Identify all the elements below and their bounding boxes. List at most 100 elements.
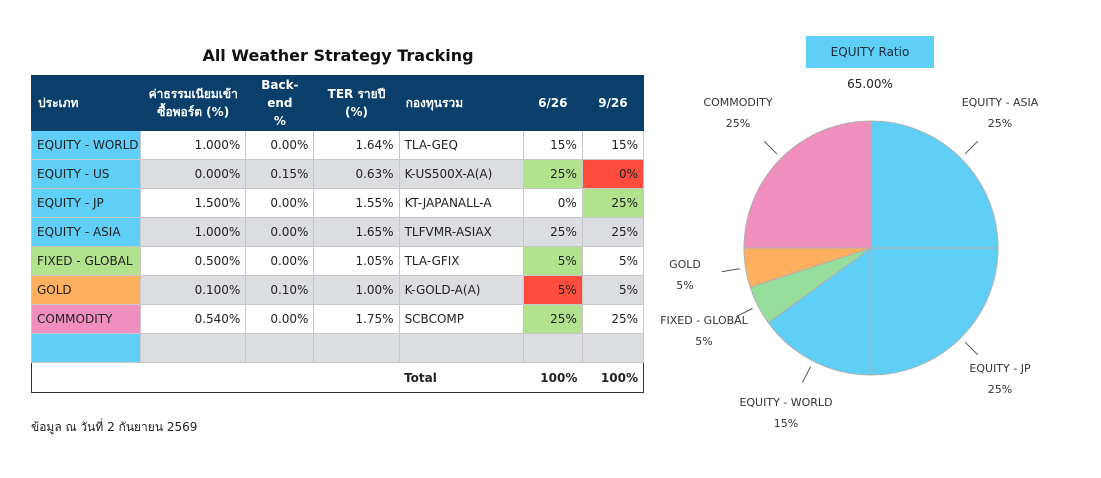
pie-slice-equity-jp: [870, 247, 999, 376]
allocation-626-cell: 25%: [522, 304, 583, 334]
header-category: ประเภท: [30, 75, 142, 131]
header-926: 9/26: [581, 75, 645, 131]
allocation-926-cell: [581, 333, 645, 363]
entry-fee-cell: 0.100%: [140, 275, 247, 305]
pie-leader-line: [802, 366, 812, 383]
equity-ratio-value: 65.00%: [847, 77, 893, 91]
pie-label-value: 15%: [774, 417, 798, 430]
category-cell: EQUITY - JP: [30, 188, 142, 218]
pie-label-value: 5%: [695, 335, 712, 348]
category-cell: EQUITY - ASIA: [30, 217, 142, 247]
empty-cell: [245, 362, 314, 393]
pie-label-name: GOLD: [669, 258, 701, 271]
pie-label-name: FIXED - GLOBAL: [660, 314, 748, 327]
entry-fee-cell: [140, 333, 247, 363]
category-cell: GOLD: [30, 275, 142, 305]
total-926: 100%: [582, 362, 644, 393]
entry-fee-cell: 0.540%: [140, 304, 247, 334]
pie-label-name: EQUITY - JP: [969, 362, 1031, 375]
table-row: EQUITY - ASIA 1.000% 0.00% 1.65% TLFVMR-ASIA…: [30, 217, 645, 247]
pie-label-value: 25%: [988, 117, 1012, 130]
table-row: GOLD 0.100% 0.10% 1.00% K-GOLD-A(A) 5% 5%: [30, 275, 645, 305]
category-cell: [30, 333, 142, 363]
allocation-626-cell: [522, 333, 583, 363]
backend-fee-cell: 0.00%: [245, 188, 315, 218]
allocation-926-cell: 25%: [581, 217, 645, 247]
fund-cell: SCBCOMP: [398, 304, 524, 334]
header-fund: กองทุนรวม: [398, 75, 524, 131]
fund-cell: [398, 333, 524, 363]
ter-cell: 1.00%: [313, 275, 400, 305]
entry-fee-cell: 0.500%: [140, 246, 247, 276]
allocation-pie-chart: EQUITY - ASIA 25% EQUITY - JP 25% EQUITY - W…: [660, 96, 1039, 430]
table-row: EQUITY - JP 1.500% 0.00% 1.55% KT-JAPANALL-A…: [30, 188, 645, 218]
pie-leader-line: [964, 140, 979, 155]
ter-cell: 1.65%: [313, 217, 400, 247]
allocation-626-cell: 25%: [522, 159, 583, 189]
backend-fee-cell: 0.15%: [245, 159, 315, 189]
total-label: Total: [399, 362, 524, 393]
allocation-926-cell: 0%: [581, 159, 645, 189]
ter-cell: 1.55%: [313, 188, 400, 218]
header-626: 6/26: [522, 75, 583, 131]
entry-fee-cell: 0.000%: [140, 159, 247, 189]
category-cell: EQUITY - WORLD: [30, 130, 142, 160]
fund-cell: TLFVMR-ASIAX: [398, 217, 524, 247]
pie-label-value: 5%: [676, 279, 693, 292]
allocation-626-cell: 25%: [522, 217, 583, 247]
backend-fee-cell: 0.00%: [245, 130, 315, 160]
data-date-note: ข้อมูล ณ วันที่ 2 กันยายน 2569: [31, 420, 198, 434]
pie-leader-line: [763, 140, 778, 155]
ter-cell: [313, 333, 400, 363]
equity-ratio-label: EQUITY Ratio: [806, 36, 934, 68]
allocation-626-cell: 5%: [522, 246, 583, 276]
total-626: 100%: [523, 362, 583, 393]
pie-slice-commodity: [743, 120, 872, 249]
allocation-626-cell: 15%: [522, 130, 583, 160]
header-entry-fee: ค่าธรรมเนียมเข้า ซื้อพอร์ต (%): [140, 75, 247, 131]
category-cell: FIXED - GLOBAL: [30, 246, 142, 276]
table-row: [30, 333, 645, 363]
allocation-926-cell: 25%: [581, 304, 645, 334]
pie-slice-equity-world: [767, 247, 872, 376]
pie-leader-line: [721, 268, 740, 273]
fund-cell: KT-JAPANALL-A: [398, 188, 524, 218]
header-backend: Back-end%: [245, 75, 315, 131]
fund-cell: K-US500X-A(A): [398, 159, 524, 189]
backend-fee-cell: [245, 333, 315, 363]
category-cell: COMMODITY: [30, 304, 142, 334]
fund-cell: TLA-GFIX: [398, 246, 524, 276]
empty-cell: [140, 362, 246, 393]
table-title: All Weather Strategy Tracking: [202, 46, 474, 65]
pie-label-value: 25%: [726, 117, 750, 130]
table-row: EQUITY - US 0.000% 0.15% 0.63% K-US500X-A(A)…: [30, 159, 645, 189]
allocation-926-cell: 25%: [581, 188, 645, 218]
pie-leader-line: [964, 341, 979, 356]
ter-cell: 1.05%: [313, 246, 400, 276]
ter-cell: 1.75%: [313, 304, 400, 334]
header-ter: TER รายปี (%): [313, 75, 400, 131]
allocation-926-cell: 5%: [581, 246, 645, 276]
tracking-table: ประเภท ค่าธรรมเนียมเข้า ซื้อพอร์ต (%) Bac…: [30, 75, 645, 393]
pie-leader-line: [736, 307, 753, 317]
backend-fee-cell: 0.00%: [245, 217, 315, 247]
pie-label-value: 25%: [988, 383, 1012, 396]
entry-fee-cell: 1.000%: [140, 130, 247, 160]
ter-cell: 1.64%: [313, 130, 400, 160]
backend-fee-cell: 0.10%: [245, 275, 315, 305]
allocation-626-cell: 5%: [522, 275, 583, 305]
ter-cell: 0.63%: [313, 159, 400, 189]
empty-cell: [31, 362, 141, 393]
allocation-926-cell: 5%: [581, 275, 645, 305]
table-total-row: Total 100% 100%: [31, 362, 644, 393]
allocation-626-cell: 0%: [522, 188, 583, 218]
backend-fee-cell: 0.00%: [245, 304, 315, 334]
pie-label-name: EQUITY - ASIA: [962, 96, 1039, 109]
table-row: COMMODITY 0.540% 0.00% 1.75% SCBCOMP 25% 25%: [30, 304, 645, 334]
table-header-row: ประเภท ค่าธรรมเนียมเข้า ซื้อพอร์ต (%) Bac…: [30, 75, 645, 131]
pie-label-name: EQUITY - WORLD: [739, 396, 832, 409]
pie-label-name: COMMODITY: [703, 96, 772, 109]
table-row: FIXED - GLOBAL 0.500% 0.00% 1.05% TLA-GFIX 5%…: [30, 246, 645, 276]
fund-cell: K-GOLD-A(A): [398, 275, 524, 305]
table-row: EQUITY - WORLD 1.000% 0.00% 1.64% TLA-GEQ 15%…: [30, 130, 645, 160]
